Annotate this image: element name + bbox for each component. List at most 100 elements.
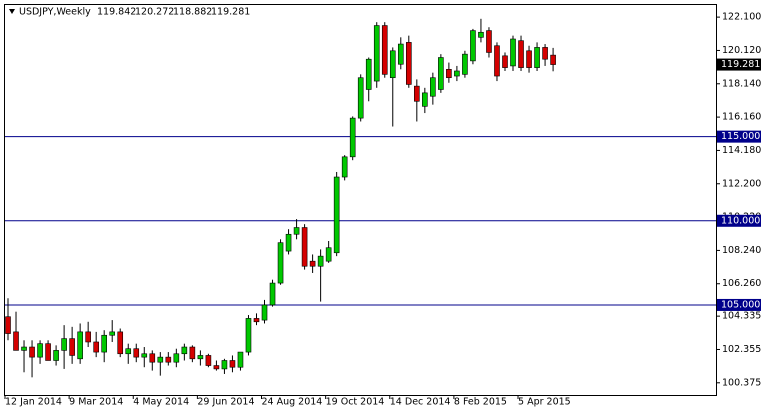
candle-body — [478, 31, 484, 38]
candle-body — [285, 233, 292, 252]
candle-body — [261, 304, 268, 321]
candle-body — [69, 338, 75, 356]
ohlc-high: 120.272 — [135, 7, 174, 18]
candle-body — [357, 77, 364, 119]
candle-body — [109, 331, 116, 336]
candle-body — [213, 365, 220, 370]
y-tick-label: 104.335 — [722, 311, 761, 322]
candle-body — [534, 47, 540, 68]
price-label-box — [717, 58, 761, 71]
price-label: 119.281 — [721, 59, 760, 70]
candle-body — [293, 227, 300, 235]
x-tick-label: 14 Dec 2014 — [390, 397, 451, 408]
level-label: 115.000 — [721, 131, 760, 142]
y-tick-label: 108.240 — [722, 245, 761, 256]
candle-body — [301, 227, 308, 267]
candle-body — [389, 50, 396, 79]
candle-body — [149, 353, 156, 363]
candle-body — [197, 355, 204, 360]
candle-body — [13, 331, 19, 351]
candle-body — [438, 57, 444, 90]
candle-body — [446, 68, 452, 79]
candle-body — [542, 47, 548, 60]
ohlc-close: 119.281 — [211, 7, 250, 18]
candle-body — [349, 117, 356, 158]
candle-body — [173, 353, 180, 363]
candle-body — [470, 30, 476, 62]
y-tick-label: 102.355 — [722, 344, 761, 355]
candle-body — [229, 360, 236, 368]
menu-arrow[interactable] — [9, 9, 15, 14]
y-tick-label: 122.100 — [722, 12, 761, 23]
candle-body — [133, 348, 140, 358]
x-tick-label: 8 Feb 2015 — [454, 397, 507, 408]
candle-body — [422, 92, 428, 107]
candle-body — [518, 40, 524, 68]
candle-body — [77, 331, 83, 360]
candle-body — [125, 348, 132, 355]
candle-body — [37, 343, 43, 358]
candle-body — [221, 360, 228, 370]
candle-body — [61, 338, 67, 351]
candle-body — [526, 50, 532, 68]
plot-frame — [4, 4, 717, 396]
y-tick-label: 116.160 — [722, 112, 761, 123]
candle-body — [381, 25, 388, 75]
y-tick-label: 118.140 — [722, 78, 761, 89]
y-tick-label: 100.375 — [722, 377, 761, 388]
candle-body — [101, 334, 107, 353]
x-tick-label: 4 May 2014 — [133, 397, 189, 408]
candle-body — [181, 346, 188, 355]
ohlc-low: 118.882 — [173, 7, 212, 18]
candle-body — [309, 260, 316, 267]
candle-body — [53, 350, 59, 361]
candle-body — [317, 255, 324, 267]
ohlc-open: 119.842 — [97, 7, 136, 18]
chart-title: USDJPY,Weekly — [19, 7, 91, 18]
candle-body — [325, 247, 332, 262]
level-label: 110.000 — [721, 215, 760, 226]
y-tick-label: 106.260 — [722, 278, 761, 289]
x-tick-label: 9 Mar 2014 — [69, 397, 123, 408]
x-tick-label: 19 Oct 2014 — [326, 397, 385, 408]
level-label-box — [717, 298, 761, 311]
candle-body — [93, 341, 99, 353]
candle-body — [373, 25, 380, 82]
x-tick-label: 29 Jun 2014 — [197, 397, 254, 408]
candle-body — [365, 58, 372, 90]
candle-body — [29, 346, 35, 358]
level-label-box — [717, 214, 761, 227]
candle-body — [486, 30, 492, 53]
candle-body — [510, 38, 516, 67]
level-label-box — [717, 130, 761, 143]
candle-body — [454, 70, 460, 77]
candle-body — [494, 45, 500, 77]
y-tick-label: 114.180 — [722, 145, 761, 156]
x-tick-label: 12 Jan 2014 — [5, 397, 62, 408]
candle-body — [205, 355, 212, 366]
candle-body — [397, 43, 404, 65]
candle-body — [341, 156, 348, 178]
candle-body — [430, 77, 436, 97]
y-tick-label: 112.200 — [722, 178, 761, 189]
candle-body — [141, 353, 148, 358]
candle-body — [253, 318, 260, 323]
candle-body — [245, 318, 252, 353]
y-tick-label: 120.120 — [722, 45, 761, 56]
candle-body — [165, 356, 172, 363]
candle-body — [277, 242, 284, 284]
candle-body — [189, 346, 196, 360]
candle-body — [405, 42, 412, 85]
candle-body — [414, 85, 420, 102]
candle-body — [85, 331, 91, 343]
x-tick-label: 5 Apr 2015 — [518, 397, 571, 408]
candle-body — [117, 331, 124, 355]
candle-body — [237, 351, 244, 368]
candle-body — [462, 53, 468, 75]
candle-body — [333, 176, 340, 254]
candle-body — [5, 316, 11, 334]
candle-body — [21, 346, 27, 351]
candle-body — [502, 55, 508, 68]
